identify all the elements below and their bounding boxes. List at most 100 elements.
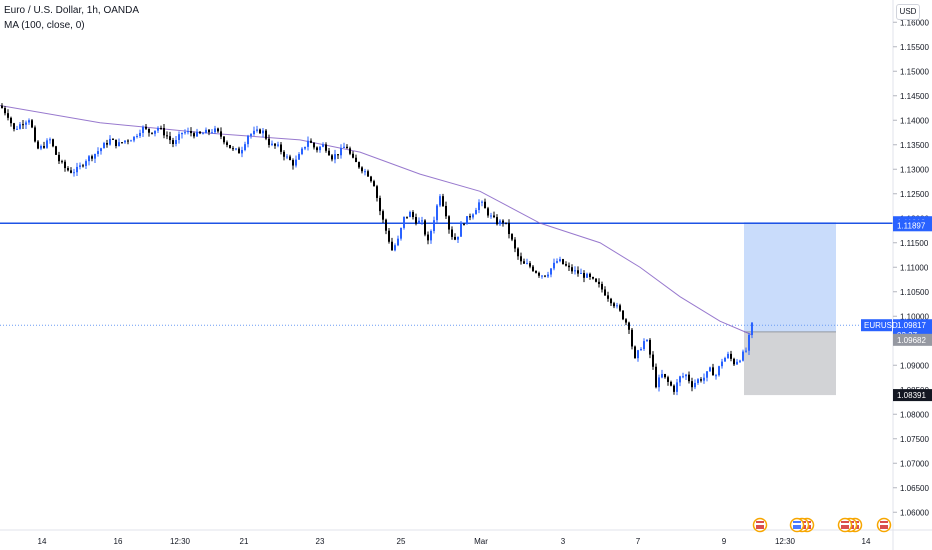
- level-price-tag-text: 1.11897: [897, 221, 926, 230]
- candle-body: [277, 144, 279, 146]
- candle-body: [385, 219, 387, 231]
- flag-stripe-icon: [756, 523, 764, 525]
- candle-body: [172, 140, 174, 145]
- candle-body: [97, 151, 99, 154]
- candle-body: [742, 351, 744, 361]
- candle-body: [241, 150, 243, 154]
- candle-body: [94, 153, 96, 159]
- currency-button[interactable]: USD: [896, 4, 920, 20]
- moving-average-layer: [0, 105, 753, 336]
- candle-body: [448, 216, 450, 230]
- candle-body: [397, 238, 399, 246]
- candle-body: [298, 154, 300, 160]
- candle-body: [376, 186, 378, 198]
- current-price-value: 1.09817: [897, 321, 926, 330]
- candle-body: [508, 222, 510, 235]
- candle-body: [640, 349, 642, 351]
- candle-body: [70, 170, 72, 173]
- candle-body: [205, 129, 207, 134]
- candle-body: [736, 361, 738, 365]
- candle-body: [730, 353, 732, 359]
- candle-body: [496, 217, 498, 225]
- candle-body: [115, 139, 117, 146]
- candle-body: [571, 267, 573, 272]
- candle-body: [403, 216, 405, 228]
- candle-body: [85, 161, 87, 166]
- candle-body: [628, 322, 630, 330]
- candle-body: [676, 382, 678, 392]
- candle-body: [535, 270, 537, 273]
- price-tick-label: 1.07000: [900, 459, 929, 468]
- candle-body: [490, 215, 492, 217]
- price-tick-label: 1.06500: [900, 484, 929, 493]
- candle-body: [64, 161, 66, 169]
- time-tick-label: 9: [722, 537, 727, 546]
- candle-body: [718, 366, 720, 376]
- candle-body: [103, 143, 105, 149]
- stop-price-tag-text: 1.08391: [897, 391, 926, 400]
- candle-body: [274, 143, 276, 146]
- candle-body: [46, 140, 48, 148]
- candle-body: [325, 144, 327, 151]
- candle-body: [544, 275, 546, 277]
- candle-body: [106, 143, 108, 145]
- candle-body: [646, 339, 648, 342]
- symbol-tag-text: EURUSD: [864, 321, 898, 330]
- candle-body: [343, 146, 345, 148]
- time-tick-label: 14: [38, 537, 47, 546]
- candle-body: [436, 205, 438, 221]
- price-tick-label: 1.15500: [900, 43, 929, 52]
- time-tick-label: 25: [397, 537, 406, 546]
- time-tick-label: 3: [561, 537, 566, 546]
- candle-body: [424, 220, 426, 235]
- candle-body: [616, 305, 618, 307]
- candle-body: [493, 215, 495, 218]
- candle-body: [568, 265, 570, 268]
- time-tick-label: 16: [114, 537, 123, 546]
- candle-body: [118, 142, 120, 146]
- candle-body: [472, 214, 474, 218]
- candle-body: [691, 381, 693, 388]
- candle-body: [67, 168, 69, 171]
- stop-price-tag-bg: [893, 389, 932, 402]
- candle-body: [220, 131, 222, 137]
- candle-body: [703, 377, 705, 381]
- candle-body: [304, 146, 306, 149]
- price-tick-label: 1.10500: [900, 288, 929, 297]
- level-price-tag-bg: [893, 219, 932, 232]
- candle-body: [334, 154, 336, 160]
- candle-body: [145, 126, 147, 129]
- price-tick-label: 1.14500: [900, 92, 929, 101]
- candle-body: [427, 234, 429, 241]
- candle-body: [286, 156, 288, 158]
- candle-body: [196, 131, 198, 137]
- candle-body: [547, 274, 549, 277]
- price-tick-label: 1.06000: [900, 508, 929, 517]
- candle-body: [202, 133, 204, 135]
- symbol-title: Euro / U.S. Dollar, 1h, OANDA: [4, 5, 140, 16]
- candle-body: [25, 122, 27, 125]
- price-tick-label: 1.13500: [900, 141, 929, 150]
- candle-body: [595, 278, 597, 282]
- candle-body: [739, 360, 741, 362]
- symbol-tag-bg: [861, 319, 892, 332]
- candle-body: [475, 210, 477, 215]
- candle-body: [457, 236, 459, 240]
- candle-body: [217, 128, 219, 132]
- candle-body: [307, 140, 309, 147]
- candle-body: [253, 130, 255, 135]
- candle-body: [562, 259, 564, 265]
- candle-body: [415, 217, 417, 224]
- candle-body: [673, 385, 675, 392]
- flag-stripe-icon: [880, 523, 888, 525]
- candle-body: [379, 197, 381, 212]
- candle-body: [256, 129, 258, 131]
- candle-body: [469, 216, 471, 218]
- price-tick-label: 1.10000: [900, 312, 929, 321]
- candle-body: [142, 126, 144, 133]
- candle-body: [91, 156, 93, 159]
- candle-body: [574, 270, 576, 272]
- candle-body: [187, 131, 189, 133]
- candle-body: [637, 350, 639, 359]
